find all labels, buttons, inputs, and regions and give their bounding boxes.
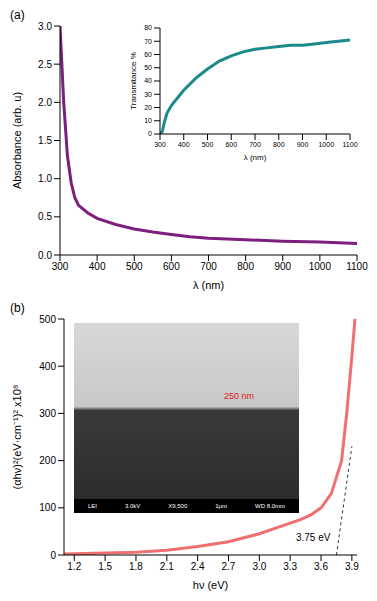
svg-text:2.1: 2.1 (160, 561, 174, 572)
svg-text:3.9: 3.9 (345, 561, 359, 572)
html-text:3.0kV: 3.0kV (124, 503, 141, 509)
svg-text:2.0: 2.0 (38, 97, 52, 108)
svg-text:2.4: 2.4 (191, 561, 205, 572)
html-text:(a): (a) (10, 8, 25, 22)
svg-text:500: 500 (202, 141, 214, 148)
svg-text:3.0: 3.0 (38, 21, 52, 32)
svg-text:60: 60 (144, 51, 152, 58)
svg-text:800: 800 (237, 261, 254, 272)
svg-text:1100: 1100 (346, 261, 368, 272)
svg-text:70: 70 (144, 38, 152, 45)
svg-text:80: 80 (144, 24, 152, 31)
svg-text:2.7: 2.7 (222, 561, 236, 572)
svg-text:600: 600 (225, 141, 237, 148)
html-text:WD 8.0mm: WD 8.0mm (255, 503, 285, 509)
svg-text:900: 900 (297, 141, 309, 148)
svg-text:500: 500 (39, 314, 56, 325)
svg-text:(αhν)²(eV·cm⁻¹)² x10⁸: (αhν)²(eV·cm⁻¹)² x10⁸ (11, 385, 23, 490)
svg-text:500: 500 (126, 261, 143, 272)
svg-text:1.2: 1.2 (67, 561, 81, 572)
svg-text:1.5: 1.5 (98, 561, 112, 572)
svg-text:Transmitance %: Transmitance % (129, 52, 138, 110)
svg-text:0.5: 0.5 (38, 211, 52, 222)
svg-text:400: 400 (39, 361, 56, 372)
html-text:LEI: LEI (88, 503, 97, 509)
svg-text:200: 200 (39, 455, 56, 466)
svg-text:0.0: 0.0 (38, 250, 52, 261)
svg-text:λ (nm): λ (nm) (244, 153, 267, 162)
svg-text:1.8: 1.8 (129, 561, 143, 572)
svg-text:300: 300 (39, 408, 56, 419)
svg-text:3.0: 3.0 (252, 561, 266, 572)
svg-text:30: 30 (144, 91, 152, 98)
svg-text:300: 300 (52, 261, 69, 272)
html-text:(b): (b) (10, 301, 25, 315)
svg-text:1000: 1000 (309, 261, 332, 272)
html-text:250 nm: 250 nm (224, 391, 254, 401)
svg-text:Absorbance (arb. u): Absorbance (arb. u) (11, 92, 23, 189)
svg-text:1100: 1100 (342, 141, 357, 148)
svg-text:600: 600 (163, 261, 180, 272)
svg-text:2.5: 2.5 (38, 59, 52, 70)
svg-text:1.5: 1.5 (38, 135, 52, 146)
svg-text:40: 40 (144, 77, 152, 84)
svg-text:0: 0 (148, 130, 152, 137)
svg-text:700: 700 (200, 261, 217, 272)
svg-text:λ (nm): λ (nm) (193, 279, 224, 291)
html-text:1μm: 1μm (215, 503, 227, 509)
svg-text:300: 300 (154, 141, 166, 148)
svg-text:20: 20 (144, 104, 152, 111)
svg-text:100: 100 (39, 502, 56, 513)
svg-text:3.6: 3.6 (314, 561, 328, 572)
svg-text:400: 400 (178, 141, 190, 148)
svg-text:900: 900 (274, 261, 291, 272)
svg-text:1000: 1000 (318, 141, 334, 148)
svg-text:50: 50 (144, 64, 152, 71)
svg-text:0: 0 (50, 550, 56, 561)
svg-text:700: 700 (249, 141, 261, 148)
html-text:X9,500: X9,500 (168, 503, 188, 509)
svg-text:10: 10 (144, 117, 152, 124)
svg-text:800: 800 (273, 141, 285, 148)
svg-text:400: 400 (89, 261, 106, 272)
svg-text:1.0: 1.0 (38, 173, 52, 184)
svg-text:3.75 eV: 3.75 eV (296, 532, 331, 543)
svg-text:3.3: 3.3 (283, 561, 297, 572)
svg-text:hν (eV): hν (eV) (193, 579, 228, 591)
